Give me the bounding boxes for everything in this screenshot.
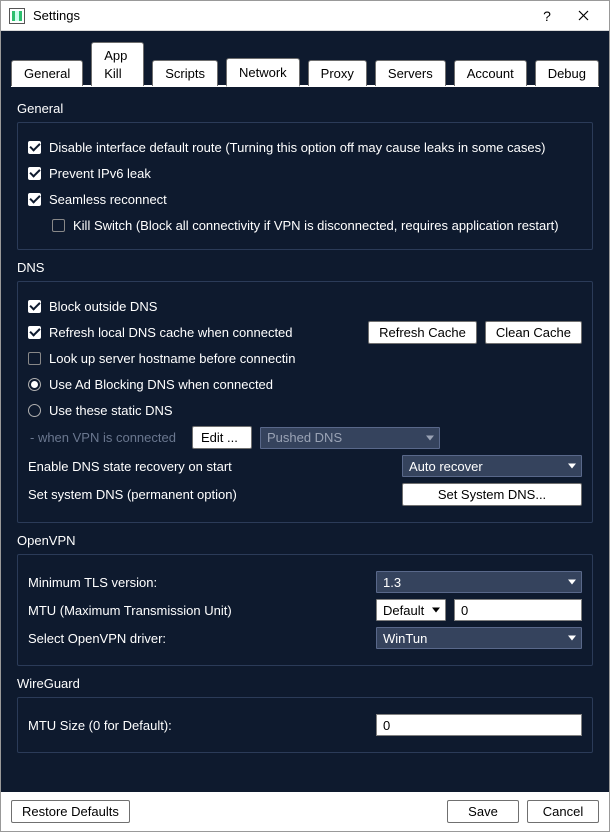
titlebar: Settings ? xyxy=(1,1,609,31)
section-dns: Block outside DNS Refresh local DNS cach… xyxy=(17,281,593,523)
section-title-openvpn: OpenVPN xyxy=(17,533,593,548)
label-openvpn-mtu: MTU (Maximum Transmission Unit) xyxy=(28,603,368,618)
chevron-down-icon xyxy=(568,580,576,585)
radio-ad-blocking-dns[interactable] xyxy=(28,378,41,391)
chevron-down-icon xyxy=(568,464,576,469)
edit-dns-button[interactable]: Edit ... xyxy=(192,426,252,449)
restore-defaults-button[interactable]: Restore Defaults xyxy=(11,800,130,823)
mtu-mode-value: Default xyxy=(383,603,424,618)
refresh-cache-button[interactable]: Refresh Cache xyxy=(368,321,477,344)
dialog-body: General App Kill Scripts Network Proxy S… xyxy=(1,31,609,792)
tab-content-network: General Disable interface default route … xyxy=(11,87,599,792)
clean-cache-button[interactable]: Clean Cache xyxy=(485,321,582,344)
checkbox-refresh-local-dns[interactable] xyxy=(28,326,41,339)
window-title: Settings xyxy=(33,8,80,23)
label-disable-default-route: Disable interface default route (Turning… xyxy=(49,140,545,155)
label-wireguard-mtu: MTU Size (0 for Default): xyxy=(28,718,368,733)
close-button[interactable] xyxy=(565,1,601,31)
tab-app-kill[interactable]: App Kill xyxy=(91,42,144,86)
section-openvpn: Minimum TLS version: 1.3 MTU (Maximum Tr… xyxy=(17,554,593,666)
tab-network[interactable]: Network xyxy=(226,58,300,87)
dialog-footer: Restore Defaults Save Cancel xyxy=(1,792,609,831)
hint-vpn-connected: - when VPN is connected xyxy=(28,430,176,445)
checkbox-lookup-hostname[interactable] xyxy=(28,352,41,365)
cancel-button[interactable]: Cancel xyxy=(527,800,599,823)
tab-debug[interactable]: Debug xyxy=(535,60,599,86)
section-title-wireguard: WireGuard xyxy=(17,676,593,691)
pushed-dns-value: Pushed DNS xyxy=(267,430,342,445)
checkbox-seamless-reconnect[interactable] xyxy=(28,193,41,206)
wireguard-mtu-input[interactable] xyxy=(376,714,582,736)
app-icon xyxy=(9,8,25,24)
section-wireguard: MTU Size (0 for Default): xyxy=(17,697,593,753)
chevron-down-icon xyxy=(568,636,576,641)
section-title-dns: DNS xyxy=(17,260,593,275)
pushed-dns-select[interactable]: Pushed DNS xyxy=(260,427,440,449)
label-static-dns: Use these static DNS xyxy=(49,403,173,418)
save-button[interactable]: Save xyxy=(447,800,519,823)
label-seamless-reconnect: Seamless reconnect xyxy=(49,192,167,207)
settings-window: Settings ? General App Kill Scripts Netw… xyxy=(0,0,610,832)
tab-scripts[interactable]: Scripts xyxy=(152,60,218,86)
label-openvpn-driver: Select OpenVPN driver: xyxy=(28,631,368,646)
label-refresh-local-dns: Refresh local DNS cache when connected xyxy=(49,325,293,340)
label-lookup-hostname: Look up server hostname before connectin xyxy=(49,351,295,366)
checkbox-prevent-ipv6[interactable] xyxy=(28,167,41,180)
checkbox-block-outside-dns[interactable] xyxy=(28,300,41,313)
label-dns-recovery: Enable DNS state recovery on start xyxy=(28,459,394,474)
label-ad-blocking-dns: Use Ad Blocking DNS when connected xyxy=(49,377,273,392)
label-block-outside-dns: Block outside DNS xyxy=(49,299,157,314)
tab-account[interactable]: Account xyxy=(454,60,527,86)
label-set-system-dns: Set system DNS (permanent option) xyxy=(28,487,394,502)
checkbox-kill-switch[interactable] xyxy=(52,219,65,232)
set-system-dns-button[interactable]: Set System DNS... xyxy=(402,483,582,506)
dns-recovery-select[interactable]: Auto recover xyxy=(402,455,582,477)
openvpn-mtu-input[interactable] xyxy=(454,599,582,621)
tab-bar: General App Kill Scripts Network Proxy S… xyxy=(11,41,599,87)
checkbox-disable-default-route[interactable] xyxy=(28,141,41,154)
chevron-down-icon xyxy=(432,608,440,613)
openvpn-driver-value: WinTun xyxy=(383,631,427,646)
openvpn-driver-select[interactable]: WinTun xyxy=(376,627,582,649)
tab-general[interactable]: General xyxy=(11,60,83,86)
radio-static-dns[interactable] xyxy=(28,404,41,417)
label-kill-switch: Kill Switch (Block all connectivity if V… xyxy=(73,218,559,233)
tab-proxy[interactable]: Proxy xyxy=(308,60,367,86)
help-button[interactable]: ? xyxy=(529,1,565,31)
tls-version-select[interactable]: 1.3 xyxy=(376,571,582,593)
chevron-down-icon xyxy=(426,435,434,440)
mtu-mode-select[interactable]: Default xyxy=(376,599,446,621)
tls-version-value: 1.3 xyxy=(383,575,401,590)
label-tls-version: Minimum TLS version: xyxy=(28,575,368,590)
dns-recovery-value: Auto recover xyxy=(409,459,483,474)
label-prevent-ipv6: Prevent IPv6 leak xyxy=(49,166,151,181)
tab-servers[interactable]: Servers xyxy=(375,60,446,86)
section-general: Disable interface default route (Turning… xyxy=(17,122,593,250)
section-title-general: General xyxy=(17,101,593,116)
